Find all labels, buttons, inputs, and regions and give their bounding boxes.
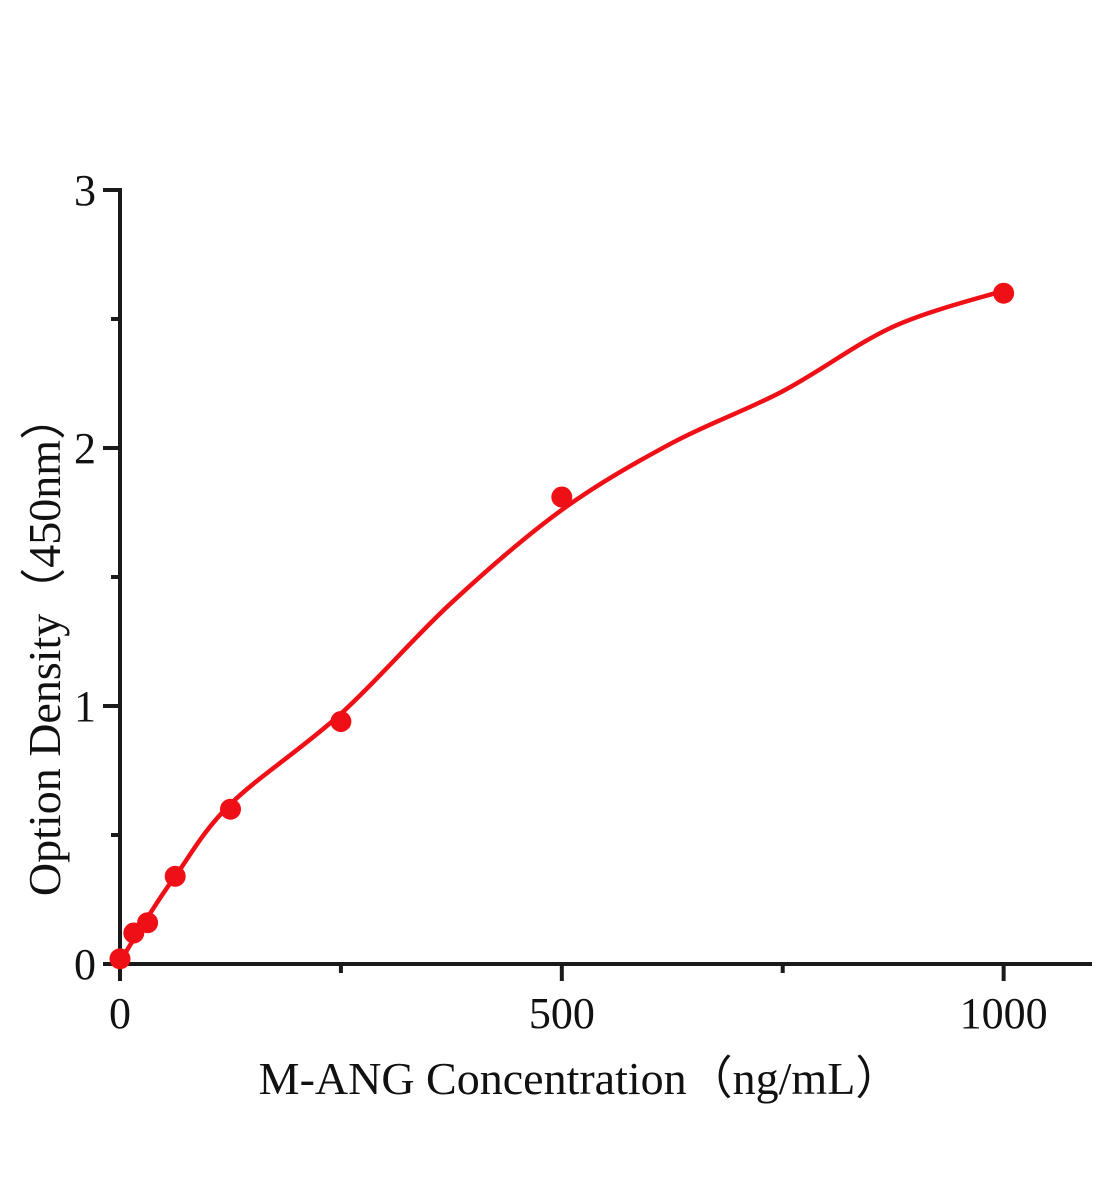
data-point — [551, 486, 573, 508]
x-tick-label: 500 — [529, 989, 595, 1038]
data-point — [137, 912, 159, 934]
y-tick-label: 0 — [74, 940, 96, 989]
data-point — [109, 948, 131, 970]
y-axis-title: Option Density（450nm） — [19, 394, 70, 896]
data-point — [164, 865, 186, 887]
y-tick-label: 2 — [74, 424, 96, 473]
y-tick-label: 3 — [74, 166, 96, 215]
fit-curve — [117, 288, 1006, 964]
x-tick-label: 0 — [109, 989, 131, 1038]
data-point — [330, 711, 352, 732]
x-axis-title: M-ANG Concentration（ng/mL） — [259, 1053, 902, 1104]
x-tick-label: 1000 — [960, 989, 1048, 1038]
y-tick-label: 1 — [74, 682, 96, 731]
data-point — [220, 798, 241, 820]
data-point — [993, 282, 1015, 304]
